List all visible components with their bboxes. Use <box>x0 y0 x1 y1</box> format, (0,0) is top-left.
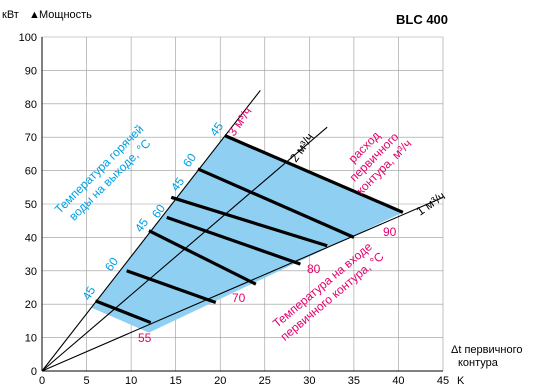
flow-label-1: 1 м³/ч <box>414 189 448 219</box>
y-tick-label-3: 30 <box>25 266 37 278</box>
x-tick-label-7: 35 <box>348 375 360 387</box>
inlet-temp-70: 70 <box>232 291 246 305</box>
x-tick-label-9: 45 <box>437 375 449 387</box>
temp-line-4 <box>166 215 301 266</box>
y-tick-label-2: 20 <box>25 299 37 311</box>
temperature-lines <box>94 134 404 325</box>
y-tick-label-5: 50 <box>25 199 37 211</box>
x-tick-label-2: 10 <box>125 375 137 387</box>
flow-label-3: 3 м³/ч <box>225 105 255 139</box>
inlet-temp-55: 55 <box>138 331 152 345</box>
x-tick-label-4: 20 <box>214 375 226 387</box>
x-tick-label-5: 25 <box>259 375 271 387</box>
outlet-temp-title: Температура горячей воды на выходе, °C <box>52 122 154 223</box>
flow-label-2: 2 м³/ч <box>287 131 317 165</box>
x-axis-title-line2: контура <box>458 357 499 369</box>
x-tick-label-1: 5 <box>83 375 89 387</box>
chart-title: BLC 400 <box>396 12 448 27</box>
svg-text:Температура горячей: Температура горячей <box>52 122 146 216</box>
inlet-temp-90: 90 <box>383 225 397 239</box>
x-tick-label-3: 15 <box>170 375 182 387</box>
flow-line-1 <box>41 196 444 372</box>
tick-labels: 0 5 10 15 20 25 30 35 40 45 0 10 20 30 40 50 60 70 80 90 100 <box>19 32 449 387</box>
y-tick-label-8: 80 <box>25 99 37 111</box>
y-tick-label-6: 60 <box>25 166 37 178</box>
outlet-temp-60-c: 60 <box>180 150 199 169</box>
x-axis-unit: K <box>457 375 465 387</box>
y-axis-title: Мощность <box>39 9 92 21</box>
x-tick-label-8: 40 <box>392 375 404 387</box>
flow-title: расход первичного контура, м³/ч <box>346 129 415 198</box>
outlet-temp-45-a: 45 <box>79 284 98 303</box>
shaded-operating-region <box>91 135 403 333</box>
temp-line-7 <box>224 134 404 214</box>
y-tick-label-7: 70 <box>25 132 37 144</box>
inlet-temp-80: 80 <box>307 262 321 276</box>
temp-line-2 <box>126 269 217 305</box>
y-tick-label-4: 40 <box>25 232 37 244</box>
y-tick-label-10: 100 <box>19 32 37 44</box>
y-axis-arrow: ▲ <box>29 9 40 21</box>
x-axis-title: Δt первичного <box>451 344 522 356</box>
y-axis-unit: кВт <box>2 9 19 21</box>
temp-line-5 <box>170 195 328 248</box>
y-tick-label-9: 90 <box>25 65 37 77</box>
temp-line-3 <box>148 229 257 286</box>
outlet-temp-45-d: 45 <box>207 119 226 138</box>
x-tick-label-0: 0 <box>39 375 45 387</box>
y-tick-label-0: 0 <box>31 366 37 378</box>
axes <box>41 37 443 372</box>
temp-line-6 <box>197 167 355 239</box>
x-tick-label-6: 30 <box>303 375 315 387</box>
y-tick-label-1: 10 <box>25 333 37 345</box>
temp-line-1 <box>94 299 152 325</box>
shaded-region-group <box>91 135 403 333</box>
